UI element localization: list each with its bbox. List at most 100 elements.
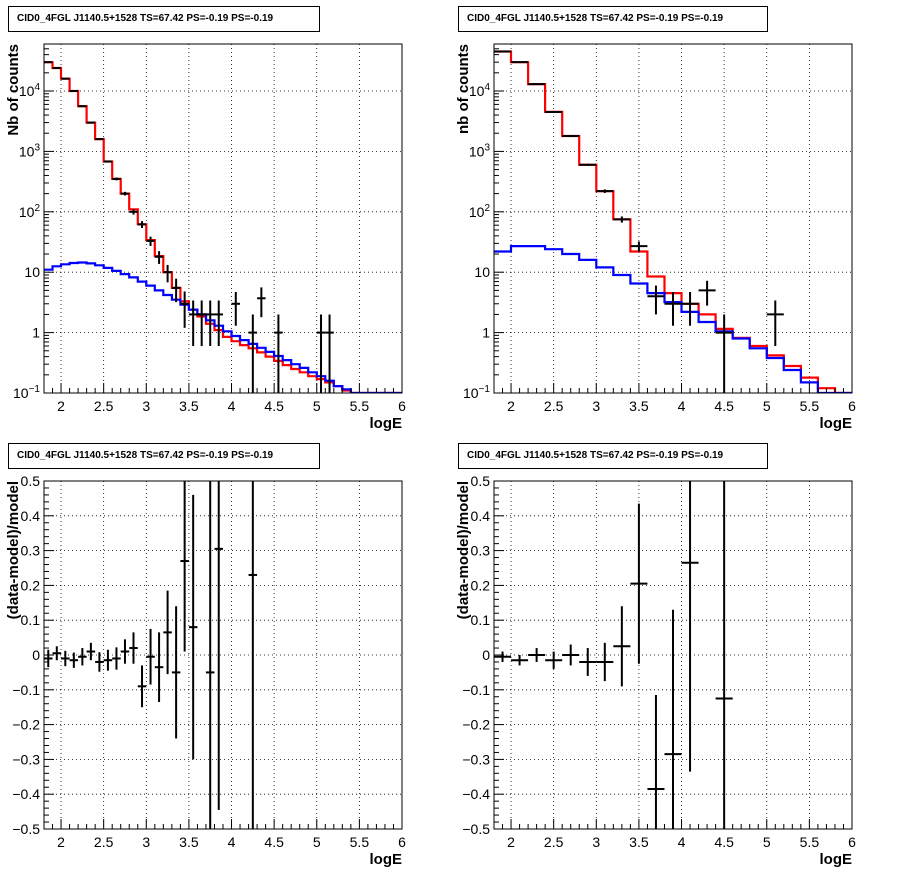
data-point: [146, 628, 155, 685]
chart-panel-3: 2 2.5 3 3.5 4 4.5 5 5.5 6 −0.5 −0.4 −0.3 −0.2 −0.1 0 0.…: [5, 473, 406, 868]
data-point: [44, 649, 53, 668]
x-tick-label: 3: [592, 398, 600, 414]
y-tick-label: 102: [19, 203, 41, 220]
data-point: [257, 287, 266, 318]
data-point: [596, 642, 614, 682]
x-tick-label: 5: [313, 834, 321, 850]
x-tick-label: 3: [142, 834, 150, 850]
y-tick-label: 0.2: [21, 577, 41, 593]
data-point: [137, 665, 147, 708]
x-tick-label: 5.5: [350, 834, 370, 850]
x-tick-label: 2.5: [94, 834, 114, 850]
x-tick-label: 2: [57, 398, 65, 414]
x-tick-label: 3.5: [629, 834, 649, 850]
data-point: [188, 494, 198, 760]
x-tick-label: 5.5: [350, 398, 370, 414]
y-tick-label: 103: [469, 142, 491, 159]
x-tick-label: 2.5: [544, 398, 564, 414]
x-tick-label: 2: [507, 834, 515, 850]
y-tick-label: 0: [482, 647, 490, 663]
data-point: [112, 647, 121, 670]
data-point: [188, 300, 198, 346]
chart-panel-2: 2 2.5 3 3.5 4 4.5 5 5.5 6 10−1 1 10 102 103 104 logE nb …: [455, 43, 856, 432]
data-point: [715, 314, 733, 393]
data-point: [103, 649, 113, 671]
data-point: [69, 652, 79, 668]
data-point: [86, 121, 96, 124]
x-tick-label: 3.5: [179, 398, 199, 414]
y-tick-label: −0.2: [12, 717, 40, 733]
x-axis-title: logE: [820, 415, 853, 432]
data-point: [630, 503, 648, 664]
x-tick-label: 5: [763, 398, 771, 414]
data-point: [120, 191, 130, 196]
data-point: [103, 160, 113, 163]
data-point: [715, 481, 733, 829]
plot-area: [494, 44, 852, 393]
data-point: [681, 292, 699, 326]
data-point: [596, 189, 614, 193]
y-axis-title: (data-model)/model: [455, 481, 472, 619]
data-point: [545, 651, 563, 669]
y-tick-label: −0.4: [462, 786, 490, 802]
data-point: [146, 236, 155, 246]
data-point: [214, 481, 223, 810]
x-tick-label: 3.5: [179, 834, 199, 850]
data-point: [647, 695, 665, 829]
data-point: [325, 314, 334, 393]
y-tick-label: 0.5: [21, 473, 41, 489]
x-tick-label: 5.5: [800, 834, 820, 850]
y-axis-title: nb of counts: [455, 44, 472, 134]
y-tick-label: 10: [474, 264, 490, 280]
y-tick-label: 10−1: [13, 384, 40, 401]
data-point: [69, 90, 79, 93]
data-point: [163, 590, 172, 675]
data-point: [562, 644, 580, 666]
y-tick-label: 10: [24, 264, 40, 280]
y-tick-label: 10−1: [463, 384, 490, 401]
data-point: [95, 138, 104, 141]
data-point: [562, 134, 580, 137]
model-step-blue: [44, 261, 402, 393]
data-point: [613, 606, 631, 687]
y-tick-label: 0.5: [471, 473, 491, 489]
data-point: [664, 609, 682, 829]
data-point: [171, 606, 181, 739]
data-point: [579, 163, 597, 166]
data-point: [205, 300, 215, 346]
x-tick-label: 3: [592, 834, 600, 850]
y-tick-label: 0.1: [471, 612, 491, 628]
chart-title-1: CID0_4FGL J1140.5+1528 TS=67.42 PS=-0.19…: [8, 6, 320, 32]
data-point: [214, 300, 223, 346]
data-point: [154, 251, 164, 264]
y-tick-label: 0.4: [471, 508, 491, 524]
data-point: [61, 650, 70, 667]
data-point: [180, 481, 189, 652]
data-point: [528, 648, 546, 662]
x-tick-label: 5.5: [800, 398, 820, 414]
data-point: [613, 216, 631, 223]
y-axis-title: Nb of counts: [5, 44, 22, 136]
data-point: [86, 642, 96, 661]
data-point: [248, 314, 258, 393]
chart-panel-4: 2 2.5 3 3.5 4 4.5 5 5.5 6 −0.5 −0.4 −0.3 −0.2 −0.1 0 0.…: [455, 473, 856, 868]
chart-panel-1: 2 2.5 3 3.5 4 4.5 5 5.5 6 10−1 1 10 102 103 104 logE Nb …: [5, 43, 406, 432]
data-point: [511, 655, 529, 666]
data-point: [78, 105, 87, 108]
x-tick-label: 4.5: [264, 398, 284, 414]
y-tick-label: 0.2: [471, 577, 491, 593]
data-layer: [44, 481, 258, 829]
x-tick-label: 6: [398, 398, 406, 414]
y-tick-label: 102: [469, 203, 491, 220]
data-point: [766, 300, 784, 346]
data-point: [545, 110, 563, 113]
data-point: [129, 209, 138, 215]
data-point: [154, 632, 164, 702]
y-tick-label: −0.3: [12, 751, 40, 767]
data-point: [129, 632, 138, 664]
x-axis-title: logE: [820, 851, 853, 868]
data-point: [137, 221, 147, 228]
chart-title-4: CID0_4FGL J1140.5+1528 TS=67.42 PS=-0.19…: [458, 443, 768, 469]
y-tick-label: −0.5: [12, 821, 40, 837]
